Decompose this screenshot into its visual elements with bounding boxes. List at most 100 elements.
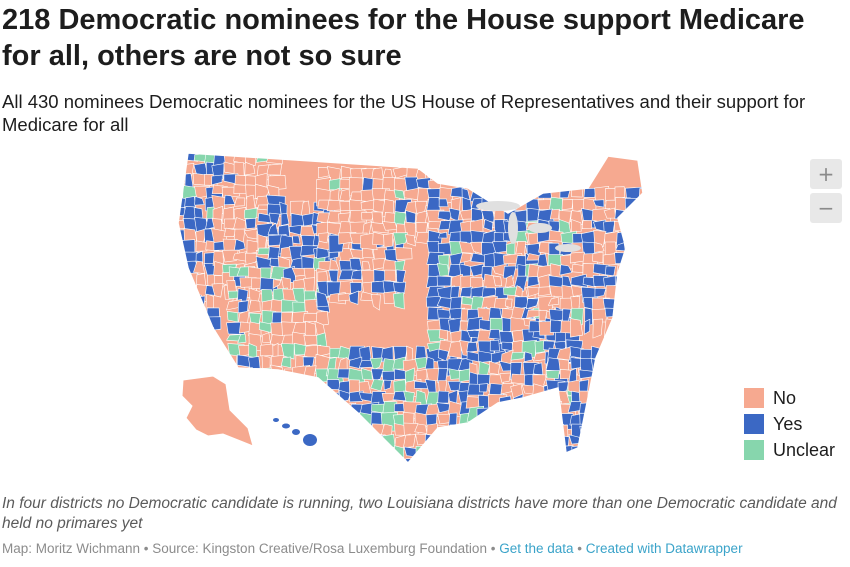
us-district-map[interactable] xyxy=(168,148,658,478)
district-shape[interactable] xyxy=(369,457,385,470)
district-shape[interactable] xyxy=(624,197,640,216)
district-shape[interactable] xyxy=(372,231,385,246)
district-shape[interactable] xyxy=(266,163,283,176)
district-shape[interactable] xyxy=(614,186,625,200)
zoom-in-button[interactable]: + xyxy=(810,159,842,189)
district-shape[interactable] xyxy=(525,298,539,310)
district-shape[interactable] xyxy=(339,434,352,447)
district-shape[interactable] xyxy=(438,231,448,239)
district-shape[interactable] xyxy=(503,186,520,205)
district-shape[interactable] xyxy=(272,279,282,289)
district-shape[interactable] xyxy=(636,220,650,234)
district-shape[interactable] xyxy=(318,232,329,244)
district-shape[interactable] xyxy=(171,183,183,198)
district-shape[interactable] xyxy=(625,220,640,235)
district-shape[interactable] xyxy=(627,275,641,286)
district-shape[interactable] xyxy=(637,241,649,257)
district-shape[interactable] xyxy=(547,296,560,306)
district-shape[interactable] xyxy=(206,340,214,353)
district-shape[interactable] xyxy=(359,444,376,463)
district-shape[interactable] xyxy=(527,276,539,287)
district-shape[interactable] xyxy=(370,446,387,461)
district-shape[interactable] xyxy=(404,234,416,247)
district-shape[interactable] xyxy=(436,434,449,452)
district-shape[interactable] xyxy=(350,269,363,281)
district-shape[interactable] xyxy=(205,348,224,360)
district-shape[interactable] xyxy=(340,424,351,442)
district-shape[interactable] xyxy=(617,285,634,305)
district-shape[interactable] xyxy=(526,207,540,222)
district-shape[interactable] xyxy=(624,252,643,267)
district-shape[interactable] xyxy=(255,256,272,271)
district-shape[interactable] xyxy=(381,456,394,467)
district-shape[interactable] xyxy=(625,296,646,312)
district-shape[interactable] xyxy=(613,221,634,232)
district-shape[interactable] xyxy=(489,339,500,352)
district-shape[interactable] xyxy=(182,350,198,363)
district-shape[interactable] xyxy=(592,199,605,208)
district-shape[interactable] xyxy=(459,286,473,298)
district-shape[interactable] xyxy=(303,277,315,293)
district-shape[interactable] xyxy=(270,354,285,367)
district-shape[interactable] xyxy=(349,434,368,451)
district-shape[interactable] xyxy=(505,241,516,256)
district-shape[interactable] xyxy=(458,455,474,472)
district-shape[interactable] xyxy=(315,310,329,327)
district-shape[interactable] xyxy=(280,356,292,369)
district-shape[interactable] xyxy=(636,274,647,286)
district-shape[interactable] xyxy=(171,327,188,339)
district-shape[interactable] xyxy=(384,269,397,282)
district-shape[interactable] xyxy=(483,218,494,232)
district-shape[interactable] xyxy=(172,359,190,373)
district-shape[interactable] xyxy=(182,327,201,344)
district-shape[interactable] xyxy=(532,395,548,412)
district-shape[interactable] xyxy=(460,436,474,450)
district-shape[interactable] xyxy=(393,281,407,294)
district-shape[interactable] xyxy=(593,242,605,253)
district-shape[interactable] xyxy=(193,327,208,340)
district-shape[interactable] xyxy=(211,282,224,298)
district-shape[interactable] xyxy=(257,212,272,224)
district-shape[interactable] xyxy=(437,390,450,404)
district-shape[interactable] xyxy=(348,447,365,461)
district-shape[interactable] xyxy=(458,423,473,441)
district-shape[interactable] xyxy=(479,383,489,393)
district-shape[interactable] xyxy=(193,318,207,333)
district-shape[interactable] xyxy=(427,169,441,178)
district-shape[interactable] xyxy=(561,199,574,211)
district-shape[interactable] xyxy=(488,360,501,375)
district-shape[interactable] xyxy=(626,207,636,221)
district-shape[interactable] xyxy=(172,273,183,286)
district-shape[interactable] xyxy=(259,343,275,357)
district-shape[interactable] xyxy=(637,199,655,211)
district-shape[interactable] xyxy=(173,315,189,330)
district-shape[interactable] xyxy=(183,306,195,322)
district-shape[interactable] xyxy=(532,362,544,376)
district-shape[interactable] xyxy=(426,275,439,288)
district-shape[interactable] xyxy=(195,350,213,365)
district-shape[interactable] xyxy=(447,456,462,474)
district-shape[interactable] xyxy=(615,317,634,332)
district-shape[interactable] xyxy=(350,456,366,471)
district-shape[interactable] xyxy=(425,403,441,417)
district-shape[interactable] xyxy=(381,433,396,449)
district-shape[interactable] xyxy=(182,339,196,352)
district-shape[interactable] xyxy=(549,208,560,220)
zoom-out-button[interactable]: − xyxy=(810,193,842,223)
district-shape[interactable] xyxy=(392,292,405,310)
district-shape[interactable] xyxy=(172,260,184,275)
district-shape[interactable] xyxy=(538,310,548,322)
district-shape[interactable] xyxy=(437,446,454,463)
district-shape[interactable] xyxy=(370,368,384,382)
district-shape[interactable] xyxy=(361,436,373,452)
district-shape[interactable] xyxy=(383,233,394,248)
district-shape[interactable] xyxy=(635,320,650,333)
district-shape[interactable] xyxy=(488,407,500,423)
district-shape[interactable] xyxy=(338,444,351,461)
district-shape[interactable] xyxy=(543,395,554,409)
district-shape[interactable] xyxy=(328,177,342,191)
district-shape[interactable] xyxy=(381,370,396,382)
district-shape[interactable] xyxy=(546,445,566,461)
district-shape[interactable] xyxy=(380,346,394,361)
district-shape[interactable] xyxy=(624,229,638,240)
